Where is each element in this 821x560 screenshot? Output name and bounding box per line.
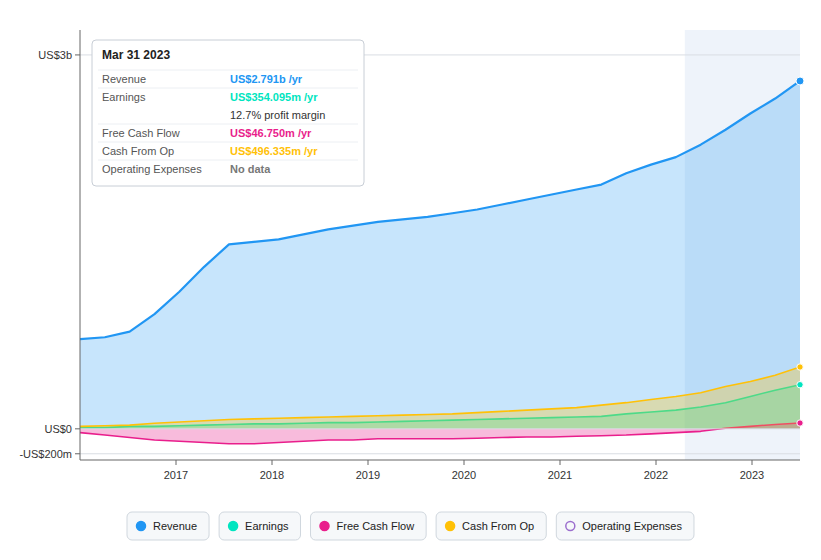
legend-item: Cash From Op: [436, 512, 546, 540]
x-tick: [176, 460, 177, 465]
x-tick-label: 2017: [164, 469, 188, 481]
x-tick: [656, 460, 657, 465]
x-axis-line: [80, 460, 800, 461]
y-tick-label: US$3b: [38, 49, 72, 61]
legend-label: Operating Expenses: [582, 520, 682, 532]
legend-item: Operating Expenses: [556, 512, 694, 540]
plot-area: [80, 30, 800, 460]
legend-swatch: [137, 522, 146, 531]
tooltip-value: US$2.791b /yr: [230, 73, 303, 85]
x-tick: [272, 460, 273, 465]
x-tick-label: 2020: [452, 469, 476, 481]
tooltip-title: Mar 31 2023: [102, 48, 170, 62]
axes: -US$200m US$0 US$3b 2017 2018 2019 2020 2021 202…: [19, 30, 800, 481]
chart: -US$200m US$0 US$3b 2017 2018 2019 2020 2021 202…: [0, 0, 821, 560]
legend-box: [311, 512, 427, 540]
legend: Revenue Earnings Free Cash Flow Cash From O…: [127, 512, 694, 540]
x-tick-label: 2021: [548, 469, 572, 481]
end-dots: [796, 77, 804, 426]
tooltip-divider: [98, 124, 358, 125]
legend-box: [556, 512, 694, 540]
tooltip-label: Free Cash Flow: [102, 127, 180, 139]
y-tick: [75, 54, 80, 55]
x-tick-label: 2018: [260, 469, 284, 481]
plot-background: [80, 30, 800, 460]
x-tick: [464, 460, 465, 465]
tooltip-label: Cash From Op: [102, 145, 174, 157]
legend-label: Earnings: [245, 520, 289, 532]
x-tick-label: 2019: [356, 469, 380, 481]
y-tick: [75, 428, 80, 429]
tooltip-label: Revenue: [102, 73, 146, 85]
legend-swatch: [320, 522, 329, 531]
legend-item: Free Cash Flow: [311, 512, 427, 540]
tooltip-note: 12.7% profit margin: [230, 109, 325, 121]
x-tick-label: 2023: [740, 469, 764, 481]
end-dot: [797, 382, 803, 388]
tooltip-divider: [98, 160, 358, 161]
y-axis-line: [80, 30, 81, 460]
legend-item: Earnings: [219, 512, 300, 540]
tooltip-value: US$354.095m /yr: [230, 91, 318, 103]
end-dot: [797, 420, 803, 426]
x-tick: [560, 460, 561, 465]
legend-box: [127, 512, 209, 540]
legend-item: Revenue: [127, 512, 209, 540]
y-tick: [75, 453, 80, 454]
tooltip-value: No data: [230, 163, 271, 175]
tooltip-label: Earnings: [102, 91, 146, 103]
tooltip-value: US$496.335m /yr: [230, 145, 318, 157]
tooltip-divider: [98, 88, 358, 89]
legend-box: [436, 512, 546, 540]
tooltip-label: Operating Expenses: [102, 163, 202, 175]
legend-label: Cash From Op: [462, 520, 534, 532]
grid-line: [80, 428, 800, 429]
y-tick-label: -US$200m: [19, 448, 72, 460]
legend-box: [219, 512, 300, 540]
y-tick-label: US$0: [44, 423, 72, 435]
tooltip-divider: [98, 142, 358, 143]
end-dot: [797, 364, 803, 370]
end-dot: [796, 77, 804, 85]
legend-swatch: [446, 522, 455, 531]
x-tick: [752, 460, 753, 465]
x-tick: [368, 460, 369, 465]
tooltip-divider: [98, 70, 358, 71]
series-area: [80, 367, 800, 429]
legend-swatch: [566, 522, 575, 531]
grid-line: [80, 453, 800, 454]
tooltip-box: [92, 40, 364, 186]
x-tick-label: 2022: [644, 469, 668, 481]
series-line: [80, 367, 800, 426]
legend-label: Revenue: [153, 520, 197, 532]
legend-swatch: [229, 522, 238, 531]
legend-label: Free Cash Flow: [337, 520, 415, 532]
tooltip: Mar 31 2023 Revenue US$2.791b /yr Earnings U…: [92, 40, 364, 186]
tooltip-value: US$46.750m /yr: [230, 127, 312, 139]
